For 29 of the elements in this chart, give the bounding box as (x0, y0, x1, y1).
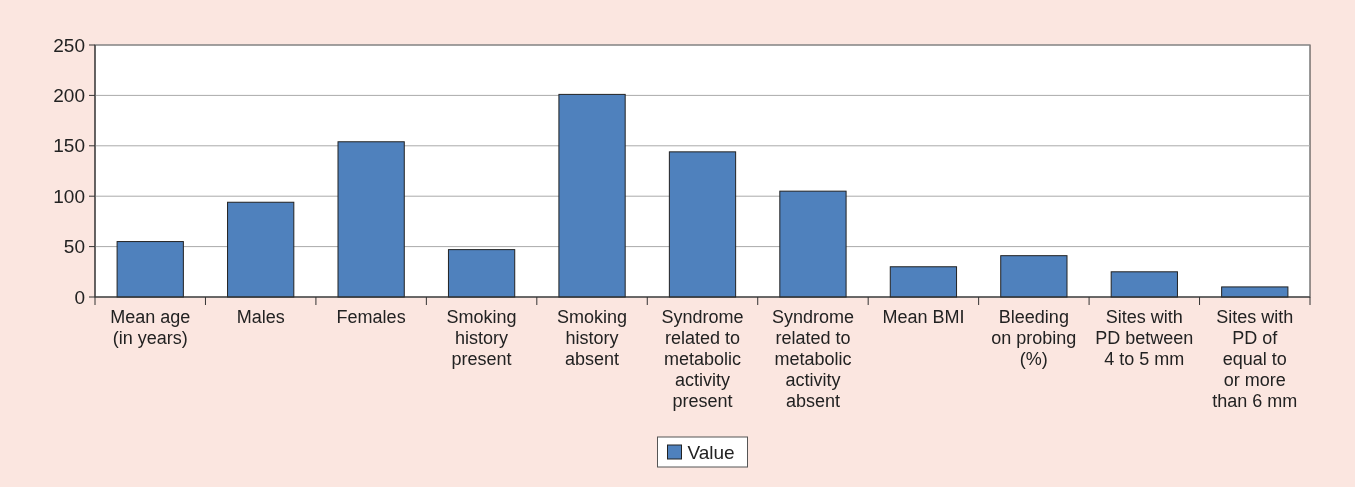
bar (1221, 286, 1289, 298)
y-tick-label: 0 (74, 286, 85, 308)
bar (447, 249, 516, 298)
bar (1110, 271, 1178, 298)
bar (337, 141, 405, 298)
bar (227, 201, 295, 298)
bar (1000, 255, 1068, 298)
x-tick-label: Syndrome related to metabolic activity absent (771, 307, 854, 411)
x-tick-label: Mean age (in years) (110, 307, 191, 348)
y-tick-label: 250 (53, 34, 85, 56)
bar (668, 151, 737, 298)
x-tick-label: Sites with PD of equal to or more than 6 mm (1212, 307, 1298, 411)
y-tick-label: 50 (63, 236, 85, 258)
y-tick-label: 100 (53, 185, 85, 207)
bar (779, 190, 847, 298)
bar (116, 241, 184, 298)
y-tick-label: 150 (53, 135, 85, 157)
x-tick-label: Sites with PD between 4 to 5 mm (1095, 307, 1194, 369)
x-tick-label: Smoking history present (446, 307, 517, 369)
legend-label: Value (687, 441, 735, 463)
bar (558, 93, 626, 298)
y-tick-label: 200 (53, 85, 85, 107)
x-tick-label: Bleeding on probing (%) (991, 307, 1077, 369)
x-tick-label: Females (336, 307, 406, 327)
bar (889, 266, 958, 298)
x-tick-label: Syndrome related to metabolic activity present (661, 307, 744, 411)
x-tick-label: Mean BMI (882, 307, 965, 327)
x-tick-label: Males (236, 307, 285, 327)
x-tick-label: Smoking history absent (557, 307, 628, 369)
